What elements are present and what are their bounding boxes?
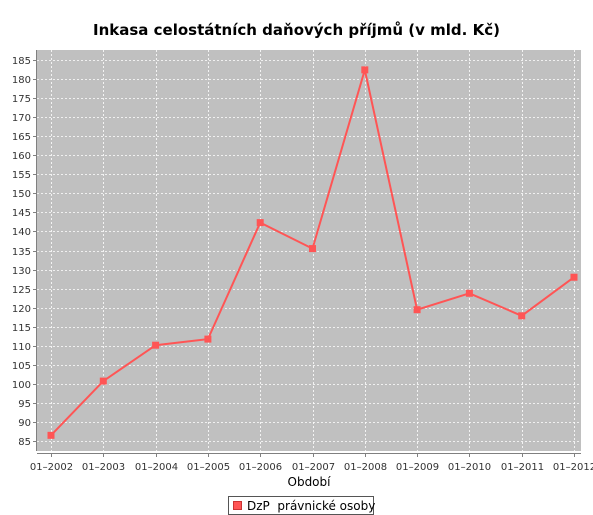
y-tick-label: 85 — [18, 437, 31, 448]
y-tick-label: 160 — [12, 151, 31, 162]
y-tick-label: 125 — [12, 285, 31, 296]
x-tick-label: 01–2009 — [396, 462, 439, 473]
y-tick-label: 115 — [12, 323, 31, 334]
x-tick-label: 01–2003 — [82, 462, 125, 473]
data-point — [413, 306, 421, 314]
x-tick-label: 01–2008 — [344, 462, 387, 473]
x-tick-label: 01–2004 — [135, 462, 178, 473]
y-tick-label: 185 — [12, 56, 31, 67]
y-tick-label: 135 — [12, 247, 31, 258]
legend-label: DzP právnické osoby — [247, 498, 376, 513]
x-tick-label: 01–2007 — [292, 462, 335, 473]
x-axis-title: Období — [288, 475, 332, 489]
data-point — [99, 377, 107, 385]
data-point — [309, 245, 316, 253]
x-tick-label: 01–2002 — [30, 462, 73, 473]
x-tick-label: 01–2005 — [187, 462, 230, 473]
x-tick-label: 01–2006 — [239, 462, 282, 473]
y-tick-label: 105 — [12, 361, 31, 372]
x-tick-label: 01–2012 — [553, 462, 593, 473]
y-tick-label: 175 — [12, 94, 31, 105]
y-tick-label: 100 — [12, 380, 31, 391]
x-tick-label: 01–2010 — [448, 462, 491, 473]
y-tick-label: 140 — [12, 227, 31, 238]
series-layer — [47, 66, 578, 439]
legend: DzP právnické osoby — [228, 496, 376, 515]
y-tick-label: 180 — [12, 75, 31, 86]
y-tick-label: 95 — [18, 399, 31, 410]
data-point — [518, 312, 526, 320]
data-point — [47, 431, 55, 439]
axes: 85 90 95 100 105 110 115 120 125 130 135 140 145 150 1… — [12, 50, 593, 473]
y-tick-label: 145 — [12, 208, 31, 219]
data-point — [361, 66, 369, 74]
y-tick-label: 155 — [12, 170, 31, 181]
y-tick-label: 165 — [12, 132, 31, 143]
data-point — [570, 273, 578, 281]
legend-swatch-icon — [233, 501, 242, 510]
y-tick-label: 90 — [18, 418, 31, 429]
grid-lines — [37, 50, 581, 451]
y-tick-label: 120 — [12, 304, 31, 315]
data-point — [152, 341, 160, 349]
x-tick-label: 01–2011 — [501, 462, 544, 473]
data-point — [465, 289, 473, 297]
y-tick-label: 110 — [12, 342, 31, 353]
data-point — [256, 219, 264, 227]
y-tick-label: 170 — [12, 113, 31, 124]
data-point — [204, 335, 212, 343]
chart-title: Inkasa celostátních daňových příjmů (v m… — [93, 21, 500, 39]
y-tick-label: 150 — [12, 189, 31, 200]
y-tick-label: 130 — [12, 266, 31, 277]
